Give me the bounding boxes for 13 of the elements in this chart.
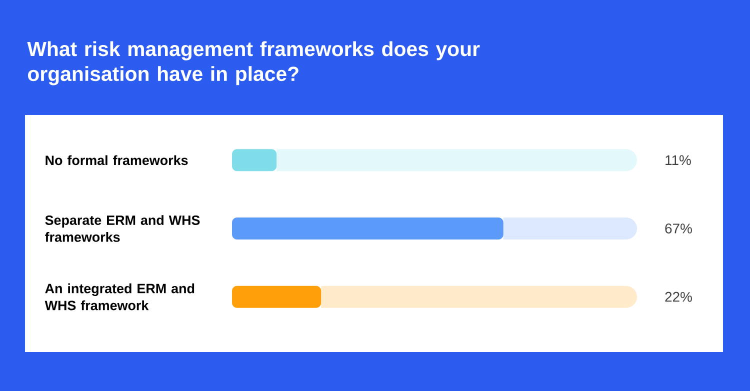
data-label: 22% [665, 292, 692, 302]
bar [321, 286, 638, 308]
bar [232, 149, 277, 172]
bar [503, 218, 638, 240]
data-label: 67% [665, 224, 692, 234]
bar [276, 149, 638, 172]
y-tick-label: No formal frameworks [46, 155, 188, 166]
y-tick-label: An integrated ERM and WHS framework [44, 283, 194, 310]
chart-title: What risk management frameworks does your organisation have in place? [27, 41, 480, 86]
bar [232, 286, 322, 308]
y-tick-label: Separate ERM and WHS frameworks [45, 215, 200, 242]
data-label: 11% [666, 155, 691, 166]
bar [232, 218, 504, 240]
